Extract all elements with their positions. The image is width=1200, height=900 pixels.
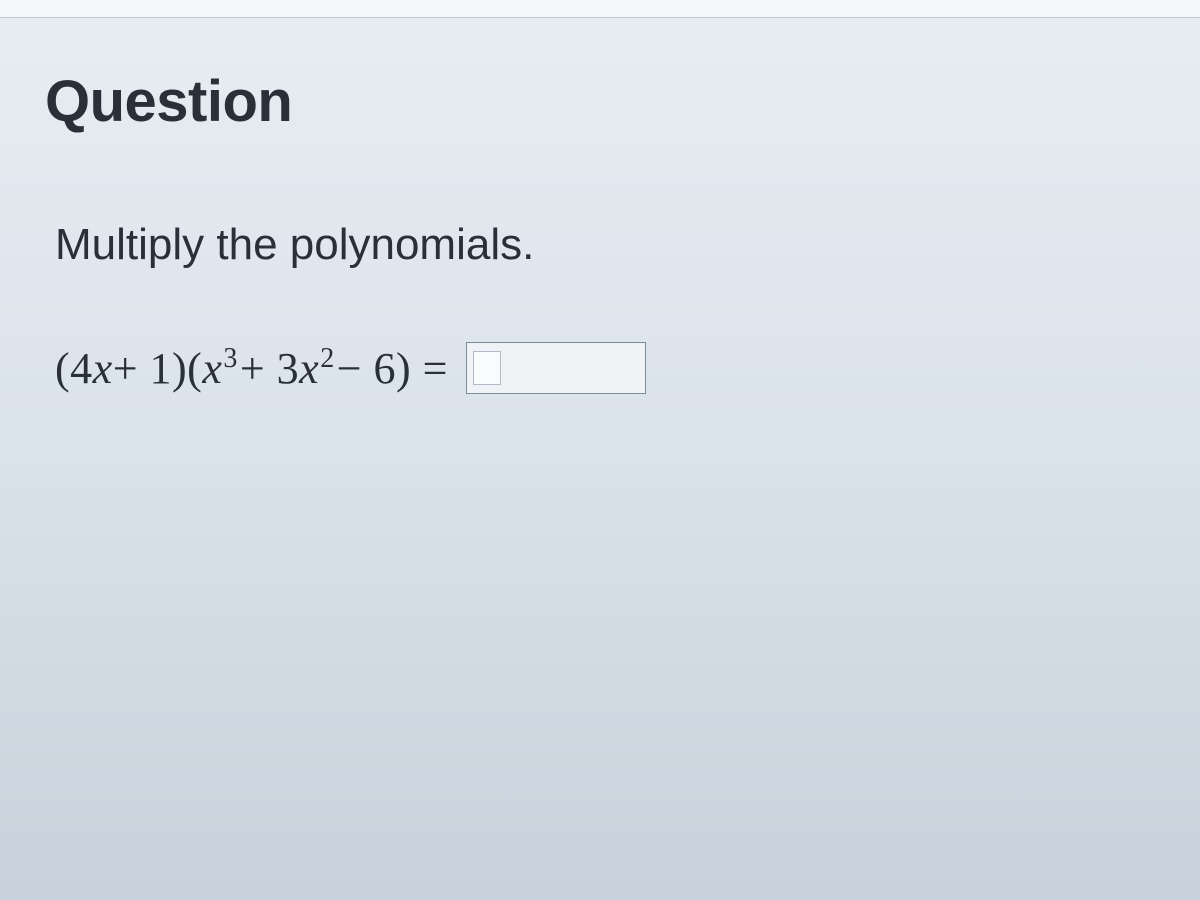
eq-var-x3: x bbox=[299, 343, 319, 394]
equation-row: (4 x + 1)( x 3 + 3 x 2 − 6) = bbox=[55, 342, 1155, 394]
eq-part-plus2: + 3 bbox=[240, 343, 299, 394]
eq-part-open: (4 bbox=[55, 343, 93, 394]
eq-exp-3: 3 bbox=[223, 343, 238, 375]
eq-var-x1: x bbox=[93, 343, 113, 394]
answer-inner-box[interactable] bbox=[473, 351, 501, 385]
top-bar bbox=[0, 0, 1200, 18]
eq-exp-2: 2 bbox=[320, 343, 335, 375]
equation-expression: (4 x + 1)( x 3 + 3 x 2 − 6) = bbox=[55, 343, 448, 394]
question-content: Question Multiply the polynomials. (4 x … bbox=[0, 18, 1200, 444]
question-heading: Question bbox=[45, 68, 1155, 135]
eq-var-x2: x bbox=[202, 343, 222, 394]
answer-input[interactable] bbox=[466, 342, 646, 394]
eq-part-plus1: + 1)( bbox=[113, 343, 203, 394]
instruction-text: Multiply the polynomials. bbox=[55, 220, 1155, 270]
eq-part-minus: − 6) = bbox=[337, 343, 448, 394]
